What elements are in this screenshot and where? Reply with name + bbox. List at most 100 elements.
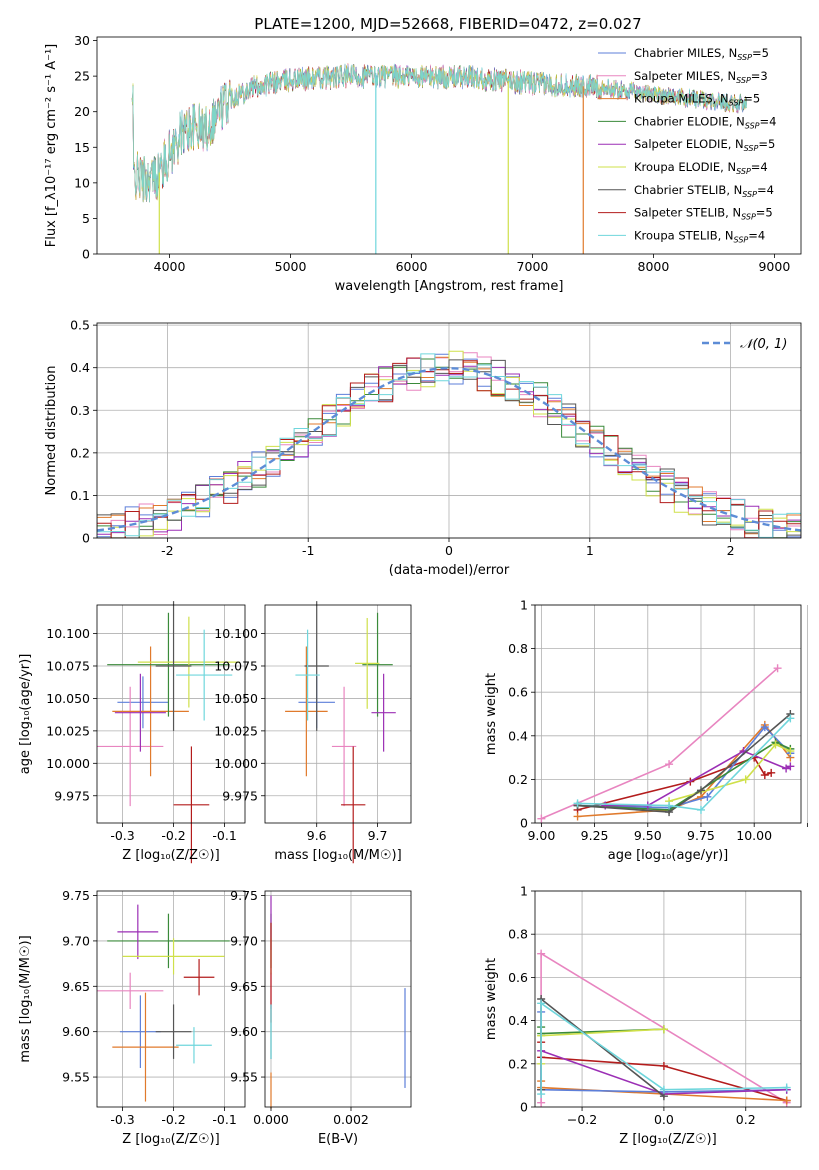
y-axis-label: mass weight <box>484 958 499 1040</box>
y-tick-label: 30 <box>74 33 90 48</box>
y-tick-label: 0.2 <box>508 1056 528 1071</box>
x-tick-label: 9.75 <box>687 828 715 843</box>
y-tick-label: 1 <box>520 598 528 613</box>
mass-Z-axes <box>97 891 245 1107</box>
y-axis-label: Flux [f_λ10⁻¹⁷ erg cm⁻² s⁻¹ A⁻¹] <box>44 44 59 248</box>
y-tick-label: 9.75 <box>62 888 90 903</box>
spectrum-ticks: 4000 5000 6000 7000 8000 9000 0 5 10 15 20 25 30 <box>74 33 790 274</box>
weight-marker <box>537 1098 546 1107</box>
weight-marker <box>786 747 795 756</box>
x-tick-label: 0.002 <box>333 1112 369 1127</box>
legend-label: Salpeter MILES, NSSP=3 <box>634 69 768 85</box>
x-axis-label: Z [log₁₀(Z/Z☉)] <box>619 1132 716 1147</box>
x-axis-label: Z [log₁₀(Z/Z☉)] <box>122 848 219 863</box>
error-bar-point <box>97 686 164 807</box>
spectrum-series <box>131 63 747 203</box>
age-mass-ticks: 9.6 9.7 9.975 10.000 10.025 10.050 10.075 10.10… <box>214 626 387 843</box>
y-tick-label: 0.6 <box>508 685 528 700</box>
y-tick-label: 10.000 <box>46 756 90 771</box>
error-bar-point <box>355 617 380 709</box>
age-Z-grid <box>97 605 245 823</box>
mass-EBV-ticks: 0.000 0.002 9.55 9.60 9.65 9.70 9.75 <box>230 888 369 1127</box>
error-bar-point <box>112 992 179 1102</box>
weight-age-ticks: 9.00 9.25 9.50 9.75 10.00 0 0.2 0.4 0.6 0.8 1 <box>508 598 808 843</box>
age-mass-points <box>285 601 396 864</box>
y-axis-label: age [log₁₀(age/yr)] <box>18 654 33 775</box>
residuals-ticks: -2 -1 0 1 2 0 0.1 0.2 0.3 0.4 0.5 <box>70 318 734 558</box>
legend-label: Kroupa MILES, NSSP=5 <box>634 92 760 108</box>
x-tick-label: −0.2 <box>567 1112 597 1127</box>
y-tick-label: 10.075 <box>214 658 258 673</box>
y-tick-label: 0.4 <box>70 360 90 375</box>
x-tick-label: 9.7 <box>368 828 388 843</box>
y-tick-label: 0.1 <box>70 488 90 503</box>
x-tick-label: 2 <box>727 543 735 558</box>
error-bar-point <box>285 646 328 777</box>
mass-EBV-frame: 0.000 0.002 9.55 9.60 9.65 9.70 9.75 E(B-V) <box>230 888 412 1147</box>
y-tick-label: 10.000 <box>214 756 258 771</box>
error-bar-point <box>137 616 240 708</box>
weight-marker <box>782 764 791 773</box>
x-tick-label: 4000 <box>154 259 186 274</box>
axes-frame <box>96 890 246 1108</box>
legend-label: Chabrier STELIB, NSSP=4 <box>634 183 774 199</box>
axes-frame <box>264 604 412 824</box>
axes-frame <box>264 890 412 1108</box>
x-tick-label: 6000 <box>396 259 428 274</box>
y-tick-label: 10.100 <box>214 626 258 641</box>
weight-series-line <box>577 713 791 813</box>
y-tick-label: 0.4 <box>508 728 528 743</box>
residuals-frame: -2 -1 0 1 2 0 0.1 0.2 0.3 0.4 0.5 (data-model)/erro… <box>44 318 802 578</box>
x-axis-label: wavelength [Angstrom, rest frame] <box>335 279 564 294</box>
weight-series-line <box>541 667 779 820</box>
weight-marker <box>537 949 546 958</box>
y-tick-label: 15 <box>74 140 90 155</box>
y-tick-label: 25 <box>74 69 90 84</box>
weight-marker <box>767 768 776 777</box>
x-tick-label: 0.2 <box>736 1112 756 1127</box>
weight-Z-frame: −0.2 0.0 0.2 0 0.2 0.4 0.6 0.8 1 Z [log₁₀(Z/Z☉)] m… <box>484 884 802 1147</box>
axes-frame <box>534 890 802 1108</box>
x-tick-label: -0.3 <box>110 828 134 843</box>
weight-series-line <box>577 725 791 809</box>
weight-marker <box>786 714 795 723</box>
y-axis-label: mass [log₁₀(M/M☉)] <box>18 935 33 1062</box>
error-bar-point <box>112 646 189 777</box>
y-tick-label: 0.4 <box>508 1013 528 1028</box>
error-bar-point <box>176 629 233 721</box>
error-bar-point <box>183 959 215 996</box>
y-tick-label: 5 <box>82 211 90 226</box>
y-tick-label: 1 <box>520 884 528 899</box>
weight-marker <box>760 723 769 732</box>
weight-marker <box>659 1025 668 1034</box>
mass-Z-grid <box>97 891 245 1107</box>
x-tick-label: 8000 <box>638 259 670 274</box>
y-tick-label: 10.050 <box>214 691 258 706</box>
spectrum-legend: Chabrier MILES, NSSP=5 Salpeter MILES, NS… <box>598 46 776 244</box>
weight-marker <box>771 740 780 749</box>
y-tick-label: 0.6 <box>508 970 528 985</box>
panels: 4000 5000 6000 7000 8000 9000051015202530wave… <box>18 33 808 1147</box>
histograms <box>97 350 801 538</box>
age-mass-grid <box>265 605 411 823</box>
age-mass-frame: 9.6 9.7 9.975 10.000 10.025 10.050 10.075 10.10… <box>214 604 412 863</box>
weight-marker <box>659 1061 668 1070</box>
error-bar-point <box>173 746 210 864</box>
x-tick-label: 9.00 <box>527 828 555 843</box>
x-tick-label: -0.2 <box>161 1112 185 1127</box>
y-tick-label: 10.025 <box>214 723 258 738</box>
y-tick-label: 10.025 <box>46 723 90 738</box>
y-tick-label: 0.2 <box>70 445 90 460</box>
error-bar-point <box>295 629 320 721</box>
x-tick-label: 9.6 <box>307 828 327 843</box>
error-bar-point <box>97 972 164 1009</box>
error-bar-point <box>176 1027 212 1064</box>
error-bar-point <box>155 1004 192 1059</box>
y-tick-label: 20 <box>74 104 90 119</box>
age-Z-frame: -0.3 -0.2 -0.1 9.975 10.000 10.025 10.050 10.07… <box>18 604 246 863</box>
y-tick-label: 9.975 <box>222 788 258 803</box>
mass-EBV-axes <box>265 891 411 1107</box>
error-bar-point <box>117 676 169 729</box>
x-tick-label: -2 <box>161 543 173 558</box>
